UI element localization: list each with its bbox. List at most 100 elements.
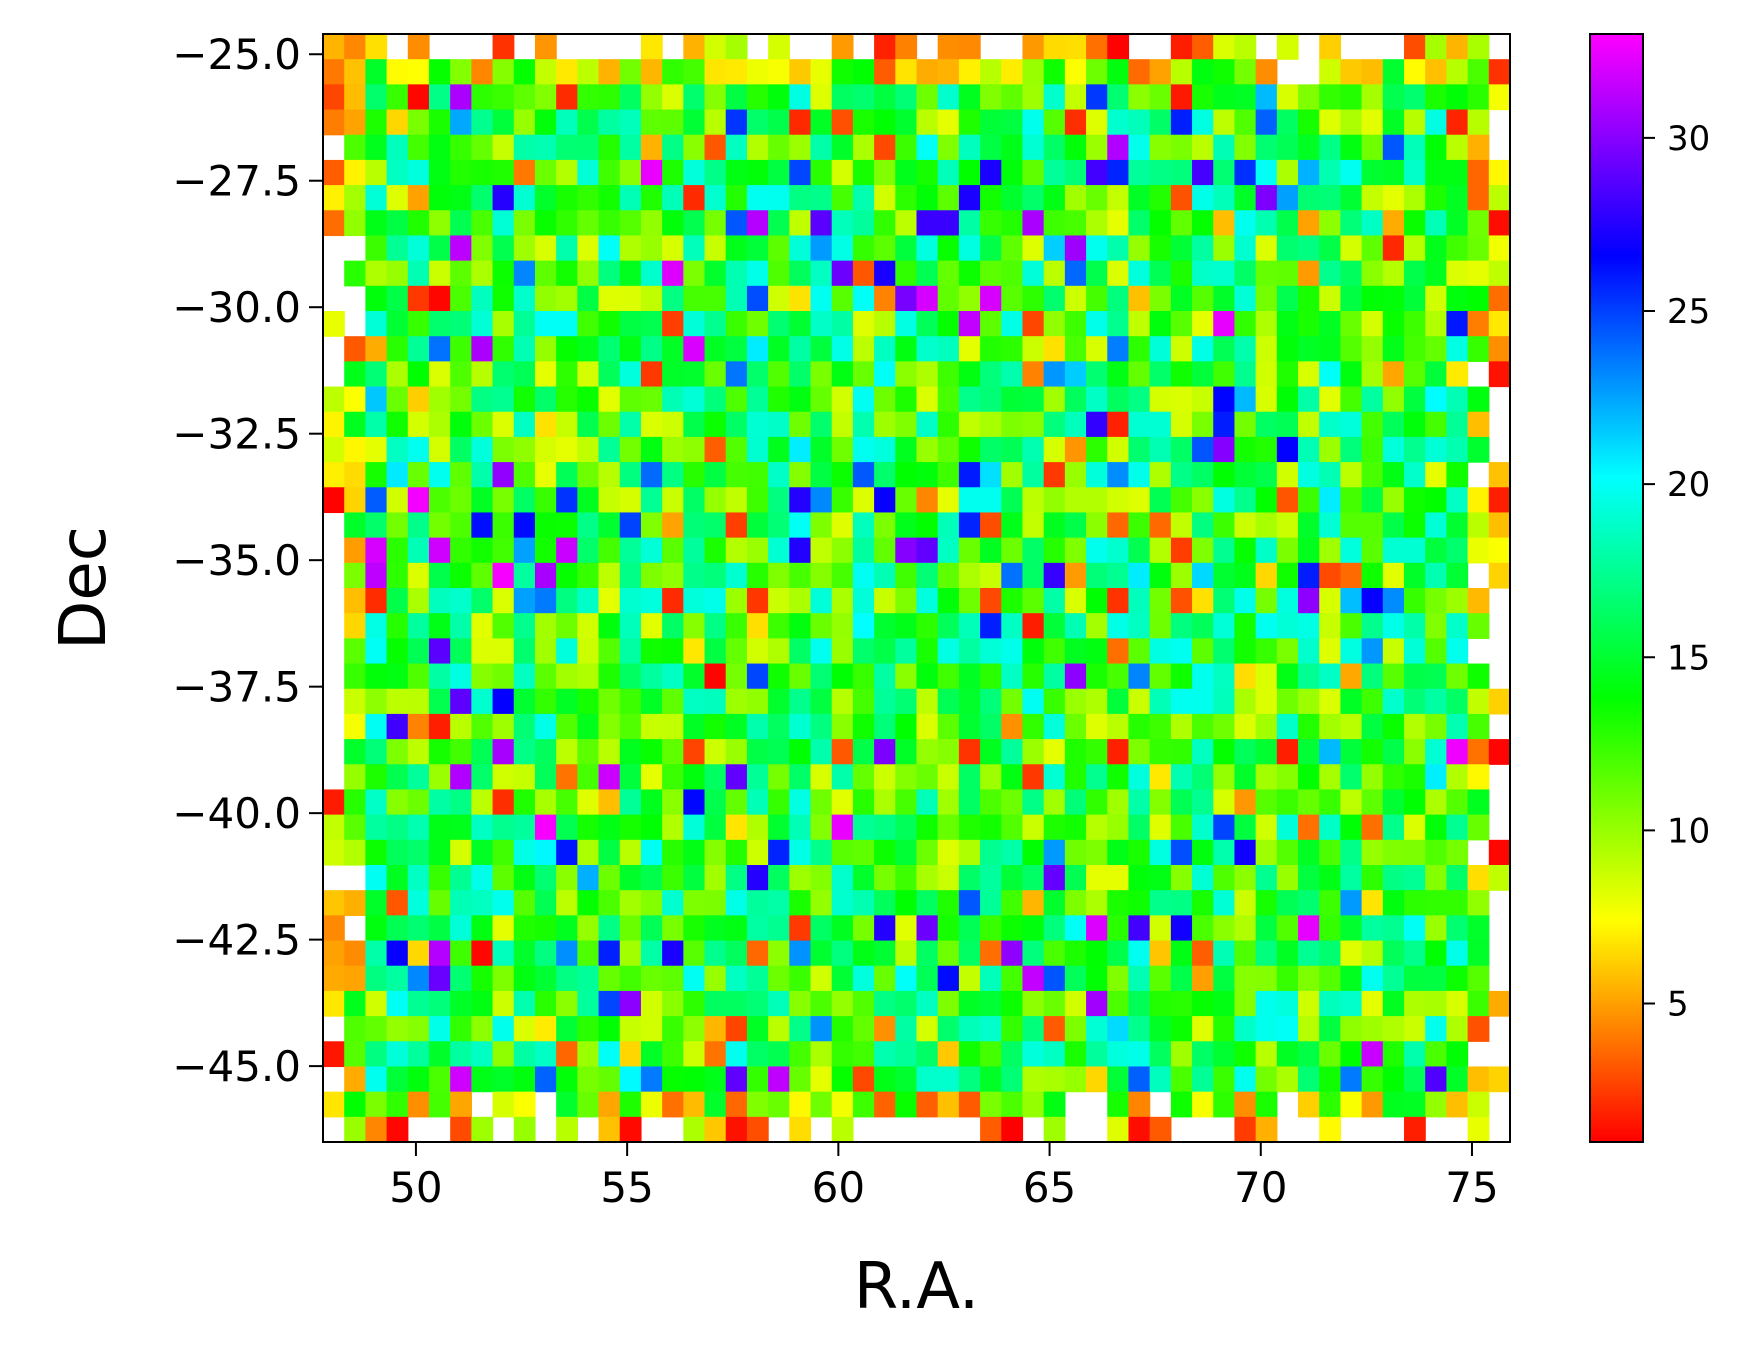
heatmap-cell (1107, 1041, 1130, 1068)
heatmap-cell (1107, 512, 1130, 539)
heatmap-cell (1086, 462, 1108, 488)
heatmap-cell (958, 487, 981, 514)
heatmap-cell (598, 688, 621, 715)
heatmap-cell (407, 789, 430, 816)
heatmap-cell (852, 59, 875, 85)
heatmap-cell (1043, 663, 1066, 690)
heatmap-cell (916, 537, 939, 564)
heatmap-cell (937, 84, 960, 111)
heatmap-cell (1298, 915, 1320, 942)
heatmap-cell (874, 210, 896, 237)
heatmap-cell (428, 839, 451, 866)
heatmap-cell (365, 1116, 388, 1143)
heatmap-cell (534, 940, 557, 967)
heatmap-cell (874, 235, 896, 262)
heatmap-cell (1086, 663, 1108, 690)
heatmap-cell (1467, 411, 1490, 438)
heatmap-cell (1149, 1041, 1172, 1068)
heatmap-cell (980, 537, 1002, 564)
heatmap-cell (831, 84, 854, 111)
heatmap-cell (471, 1116, 494, 1143)
heatmap-cell (831, 134, 854, 161)
heatmap-cell (1446, 688, 1469, 715)
heatmap-cell (768, 713, 790, 740)
heatmap-cell (937, 1091, 960, 1118)
heatmap-cell (831, 940, 854, 967)
heatmap-cell (1107, 865, 1130, 891)
heatmap-cell (1107, 311, 1130, 337)
heatmap-cells (323, 34, 1511, 1143)
heatmap-cell (1234, 1116, 1257, 1143)
heatmap-cell (1234, 663, 1257, 690)
heatmap-cell (1064, 462, 1087, 488)
heatmap-cell (1192, 739, 1214, 765)
heatmap-cell (662, 336, 684, 362)
heatmap-cell (1319, 562, 1342, 589)
heatmap-cell (577, 487, 600, 514)
heatmap-cell (895, 210, 918, 237)
heatmap-cell (407, 185, 430, 211)
heatmap-cell (513, 386, 536, 413)
heatmap-cell (725, 1116, 748, 1143)
heatmap-cell (1467, 940, 1490, 967)
heatmap-cell (492, 1016, 515, 1042)
heatmap-cell (1319, 84, 1342, 111)
heatmap-cell (1425, 487, 1448, 514)
heatmap-cell (1255, 814, 1278, 841)
heatmap-cell (1361, 159, 1384, 186)
heatmap-cell (1255, 688, 1278, 715)
heatmap-cell (768, 764, 790, 791)
heatmap-cell (958, 588, 981, 614)
heatmap-cell (1255, 311, 1278, 337)
heatmap-cell (386, 512, 409, 539)
heatmap-cell (428, 59, 451, 85)
heatmap-cell (556, 134, 578, 161)
heatmap-cell (1107, 1066, 1130, 1093)
colorbar-tick-label: 20 (1667, 465, 1710, 505)
heatmap-cell (768, 260, 790, 287)
heatmap-cell (365, 134, 388, 161)
heatmap-cell (471, 159, 494, 186)
heatmap-cell (831, 915, 854, 942)
heatmap-cell (725, 285, 748, 312)
heatmap-cell (344, 361, 366, 388)
heatmap-cell (1064, 739, 1087, 765)
heatmap-cell (1043, 487, 1066, 514)
heatmap-cell (471, 512, 494, 539)
heatmap-cell (1361, 436, 1384, 463)
heatmap-cell (556, 1116, 578, 1143)
heatmap-cell (1128, 109, 1151, 136)
heatmap-cell (1213, 84, 1236, 111)
heatmap-cell (1340, 436, 1363, 463)
heatmap-cell (1213, 990, 1236, 1017)
heatmap-cell (874, 739, 896, 765)
heatmap-cell (492, 336, 515, 362)
heatmap-cell (1404, 235, 1426, 262)
heatmap-cell (1319, 915, 1342, 942)
heatmap-cell (344, 411, 366, 438)
heatmap-cell (492, 1066, 515, 1093)
heatmap-cell (683, 1066, 706, 1093)
heatmap-cell (1255, 940, 1278, 967)
heatmap-cell (428, 134, 451, 161)
heatmap-cell (895, 1091, 918, 1118)
heatmap-cell (386, 285, 409, 312)
heatmap-cell (619, 638, 642, 665)
heatmap-cell (831, 688, 854, 715)
heatmap-cell (556, 839, 578, 866)
heatmap-cell (556, 462, 578, 488)
heatmap-cell (1043, 1066, 1066, 1093)
heatmap-cell (1086, 764, 1108, 791)
heatmap-cell (1382, 764, 1405, 791)
heatmap-cell (534, 84, 557, 111)
heatmap-cell (683, 764, 706, 791)
heatmap-cell (1128, 235, 1151, 262)
heatmap-cell (810, 1066, 833, 1093)
heatmap-cell (831, 260, 854, 287)
heatmap-cell (704, 1016, 727, 1042)
heatmap-cell (1213, 1016, 1236, 1042)
plot-frame (322, 33, 1511, 1143)
heatmap-cell (852, 588, 875, 614)
heatmap-cell (428, 814, 451, 841)
heatmap-cell (1425, 588, 1448, 614)
